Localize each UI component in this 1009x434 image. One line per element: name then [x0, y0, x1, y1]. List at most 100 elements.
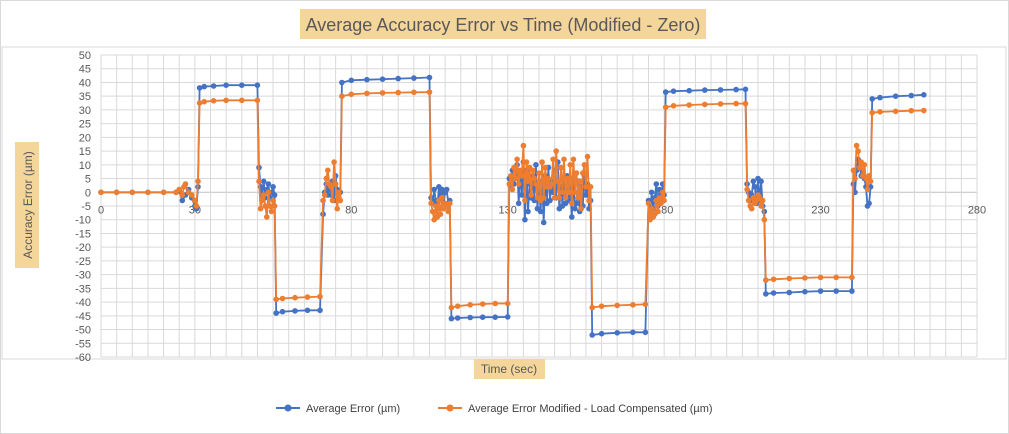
- data-point: [752, 184, 758, 190]
- data-point: [656, 195, 663, 201]
- data-point: [630, 329, 636, 336]
- y-tick-label: 25: [79, 119, 91, 131]
- data-point: [395, 75, 402, 82]
- data-point: [717, 87, 724, 93]
- data-point: [188, 192, 195, 198]
- data-point: [567, 162, 574, 168]
- data-point: [467, 302, 474, 308]
- data-point: [717, 101, 724, 107]
- data-point: [849, 274, 855, 281]
- data-point: [586, 197, 592, 204]
- data-point: [583, 192, 589, 198]
- data-point: [520, 142, 527, 149]
- data-point: [550, 156, 556, 163]
- data-point: [411, 75, 417, 81]
- data-point: [279, 308, 286, 315]
- data-point: [268, 208, 275, 215]
- data-point: [849, 288, 855, 294]
- data-point: [467, 314, 474, 321]
- y-tick-label: -10: [75, 215, 91, 227]
- data-point: [364, 90, 370, 97]
- data-point: [339, 79, 345, 86]
- data-point: [448, 304, 455, 311]
- data-point: [662, 104, 669, 110]
- data-point: [542, 164, 549, 171]
- data-point: [271, 203, 278, 209]
- data-point: [334, 205, 341, 212]
- data-point: [570, 156, 577, 163]
- data-point: [565, 189, 572, 196]
- legend-item-load-compensated: Average Error Modified - Load Compensate…: [438, 403, 713, 415]
- data-point: [492, 314, 499, 321]
- data-point: [321, 192, 328, 198]
- data-point: [195, 178, 201, 185]
- data-point: [614, 330, 620, 336]
- data-point: [572, 205, 578, 212]
- data-point: [522, 216, 528, 223]
- data-point: [201, 83, 207, 90]
- data-point: [686, 87, 692, 94]
- data-point: [770, 290, 777, 296]
- y-axis-title: Accuracy Error (µm): [21, 151, 35, 259]
- x-tick-label: 130: [499, 204, 517, 216]
- data-point: [508, 173, 514, 179]
- data-point: [331, 159, 337, 165]
- data-point: [279, 295, 286, 302]
- data-point: [431, 186, 438, 193]
- data-point: [645, 200, 652, 207]
- data-point: [270, 197, 276, 204]
- data-point: [182, 181, 189, 187]
- data-point: [548, 181, 555, 187]
- data-point: [364, 76, 370, 83]
- chart-title-box: [300, 9, 706, 39]
- y-tick-label: -5: [81, 201, 91, 213]
- data-point: [614, 302, 620, 309]
- legend-marker-blue: [284, 404, 292, 412]
- data-point: [558, 164, 564, 171]
- data-point: [580, 170, 586, 176]
- data-point: [260, 178, 267, 185]
- data-point: [559, 189, 566, 196]
- data-point: [861, 162, 868, 168]
- data-point: [598, 330, 605, 337]
- data-point: [653, 181, 660, 187]
- data-point: [325, 167, 331, 174]
- y-tick-label: 15: [79, 146, 91, 158]
- data-point: [113, 189, 120, 196]
- series-lines: [98, 74, 927, 338]
- data-point: [514, 156, 520, 163]
- data-point: [443, 186, 450, 193]
- data-point: [328, 184, 334, 190]
- data-point: [512, 175, 519, 182]
- data-point: [686, 102, 692, 108]
- data-point: [160, 189, 167, 196]
- data-point: [179, 197, 186, 204]
- data-point: [630, 302, 636, 308]
- data-point: [304, 307, 311, 314]
- data-point: [642, 301, 649, 308]
- data-point: [892, 93, 899, 99]
- data-point: [583, 184, 589, 190]
- data-point: [336, 189, 342, 196]
- data-point: [196, 100, 203, 106]
- data-point: [786, 289, 793, 296]
- y-tick-label: -25: [75, 256, 91, 268]
- data-point: [833, 274, 839, 281]
- data-point: [817, 288, 824, 294]
- y-tick-label: -15: [75, 228, 91, 240]
- data-point: [439, 195, 445, 201]
- data-point: [332, 181, 339, 187]
- data-point: [750, 178, 757, 185]
- data-point: [531, 175, 538, 182]
- data-point: [852, 175, 858, 182]
- data-point: [479, 314, 486, 321]
- data-point: [323, 175, 330, 182]
- data-point: [179, 192, 186, 198]
- data-point: [802, 275, 808, 281]
- data-point: [528, 192, 534, 198]
- data-point: [519, 173, 525, 179]
- data-point: [273, 296, 280, 303]
- data-point: [223, 97, 229, 104]
- data-point: [587, 184, 594, 190]
- y-tick-label: 45: [79, 64, 91, 76]
